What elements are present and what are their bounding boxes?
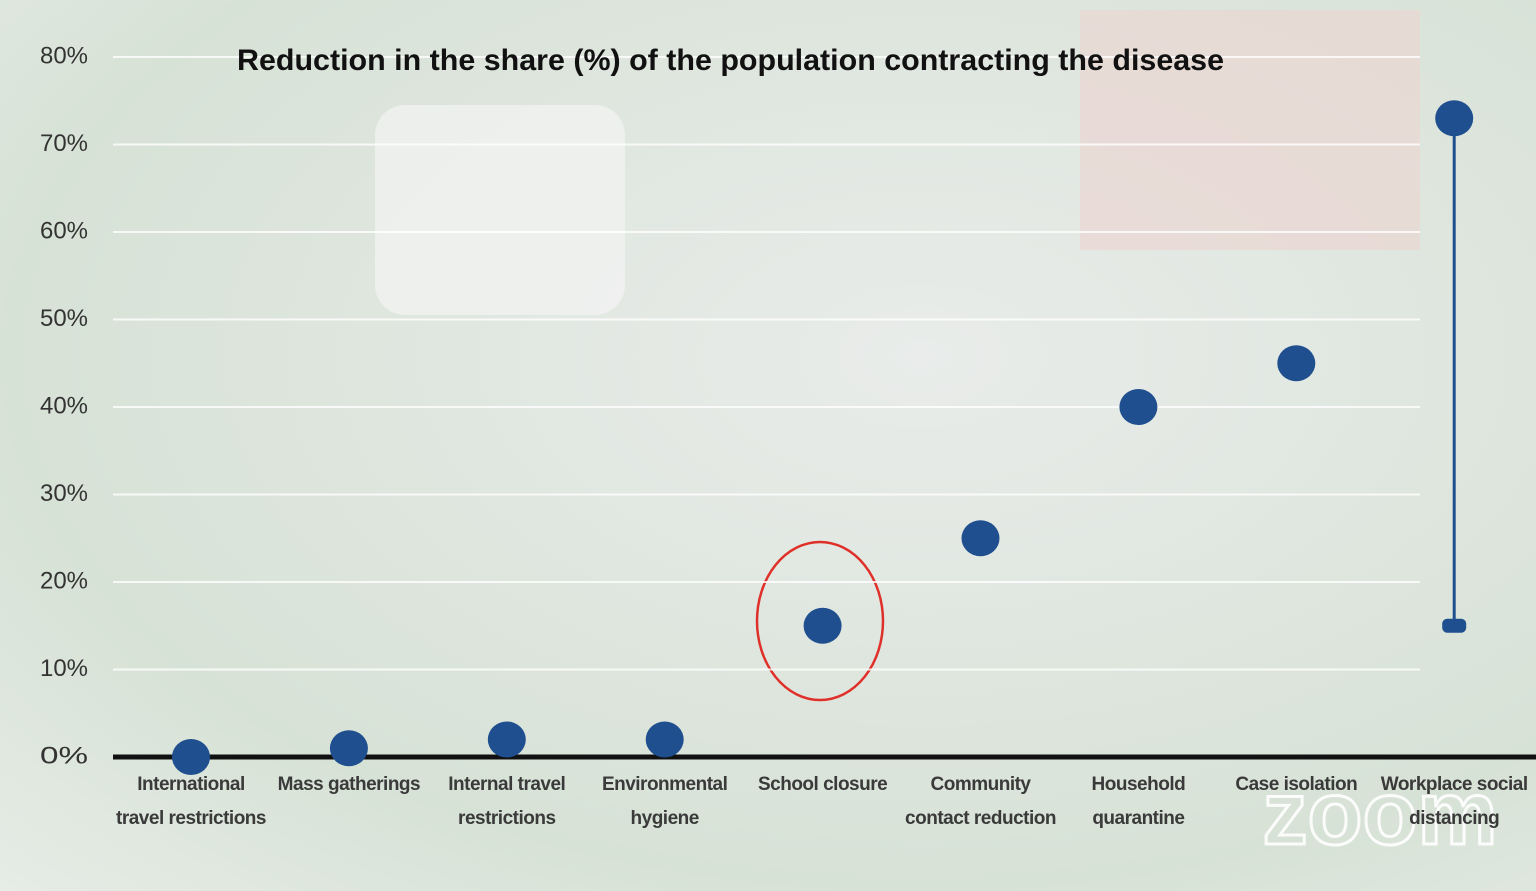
dot	[488, 722, 526, 758]
y-tick-label: 0%	[40, 742, 88, 769]
screen: zoom 0%10%20%30%40%50%60%70%80%Reduction…	[0, 0, 1536, 891]
background-shape	[375, 105, 625, 315]
x-tick-label: International travel restrictions	[113, 768, 269, 836]
x-tick-label: Mass gatherings	[271, 768, 427, 802]
y-tick-label: 20%	[40, 567, 88, 594]
y-tick-label: 50%	[40, 305, 88, 332]
y-tick-label: 30%	[40, 480, 88, 507]
y-tick-label: 60%	[40, 217, 88, 244]
x-tick-label: Environmental hygiene	[587, 768, 743, 836]
dot	[804, 608, 842, 644]
x-tick-label: School closure	[745, 768, 901, 802]
chart: zoom 0%10%20%30%40%50%60%70%80%Reduction…	[0, 0, 1536, 891]
dot	[1277, 345, 1315, 381]
chart-title: Reduction in the share (%) of the popula…	[237, 44, 1224, 77]
x-tick-label: Workplace social distancing	[1376, 768, 1532, 836]
x-tick-label: Community contact reduction	[903, 768, 1059, 836]
y-tick-label: 80%	[40, 42, 88, 69]
dot	[1119, 389, 1157, 425]
x-tick-label: Case isolation	[1218, 768, 1374, 802]
dot	[646, 722, 684, 758]
y-tick-label: 40%	[40, 392, 88, 419]
dot	[330, 730, 368, 766]
y-tick-label: 70%	[40, 130, 88, 157]
range-low-marker	[1442, 619, 1466, 633]
x-tick-label: Internal travel restrictions	[429, 768, 585, 836]
dot	[962, 520, 1000, 556]
y-tick-label: 10%	[40, 655, 88, 682]
x-tick-label: Household quarantine	[1060, 768, 1216, 836]
dot	[1435, 100, 1473, 136]
